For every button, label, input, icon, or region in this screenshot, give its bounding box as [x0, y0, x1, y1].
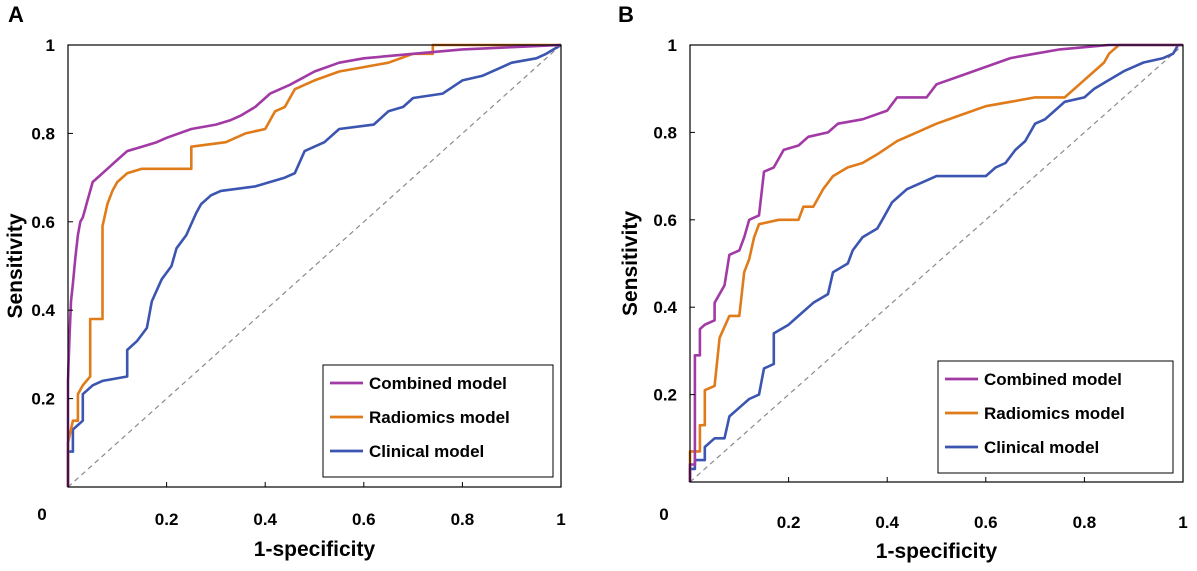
panel-letter: A	[8, 2, 24, 27]
plot-frame	[67, 44, 562, 488]
x-tick-label: 0.4	[253, 510, 277, 529]
x-tick-label: 0.8	[451, 510, 475, 529]
y-tick-label: 0.6	[653, 211, 677, 230]
series-line-radiomics-model	[688, 43, 1183, 482]
y-tick-label: 0.4	[653, 298, 677, 317]
y-tick-label: 0.8	[31, 124, 55, 143]
reference-diagonal	[67, 44, 562, 488]
legend-label: Radiomics model	[984, 404, 1125, 423]
panel-letter: B	[618, 2, 634, 27]
origin-tick-label: 0	[37, 505, 46, 524]
y-tick-label: 0.6	[31, 213, 55, 232]
x-tick-label: 0.4	[875, 513, 899, 532]
y-axis-label: Sensitivity	[4, 213, 27, 318]
x-tick-label: 0.8	[1073, 513, 1097, 532]
y-tick-label: 0.2	[653, 386, 677, 405]
legend-label: Combined model	[984, 370, 1122, 389]
legend-label: Clinical model	[369, 442, 484, 461]
x-axis-label: 1-specificity	[254, 538, 376, 561]
legend-label: Clinical model	[984, 438, 1099, 457]
series-line-combined-model	[66, 43, 562, 487]
series-line-clinical-model	[66, 43, 562, 487]
legend-label: Combined model	[369, 374, 507, 393]
y-tick-label: 0.4	[31, 301, 55, 320]
x-axis-label: 1-specificity	[876, 540, 998, 563]
legend: Combined model Radiomics model Clinical mo…	[937, 360, 1174, 474]
y-tick-label: 1	[46, 36, 55, 55]
x-tick-label: 0.6	[974, 513, 998, 532]
x-tick-label: 1	[556, 510, 565, 529]
x-tick-label: 0.6	[352, 510, 376, 529]
x-tick-label: 0.2	[777, 513, 801, 532]
panel-b: B 0 0.2 0.4 0.6 0.8 1 0.2 0.4 0.6 0.8 1 1-specificit…	[618, 2, 1188, 563]
plot-frame	[689, 44, 1184, 483]
reference-diagonal	[689, 44, 1184, 483]
y-tick-label: 1	[668, 36, 677, 55]
origin-tick-label: 0	[659, 505, 668, 524]
x-tick-label: 0.2	[155, 510, 179, 529]
y-tick-label: 0.8	[653, 123, 677, 142]
y-tick-label: 0.2	[31, 390, 55, 409]
panel-a: A 0 0.2 0.4 0.6 0.8 1 0.2 0.4 0.6 0.8 1 1-specificit…	[4, 2, 566, 561]
legend: Combined model Radiomics model Clinical mo…	[322, 364, 554, 478]
y-axis-label: Sensitivity	[619, 211, 642, 316]
series-line-clinical-model	[688, 43, 1183, 482]
series-line-combined-model	[688, 43, 1183, 482]
series-line-radiomics-model	[66, 43, 561, 487]
legend-label: Radiomics model	[369, 408, 510, 427]
x-tick-label: 1	[1178, 513, 1187, 532]
